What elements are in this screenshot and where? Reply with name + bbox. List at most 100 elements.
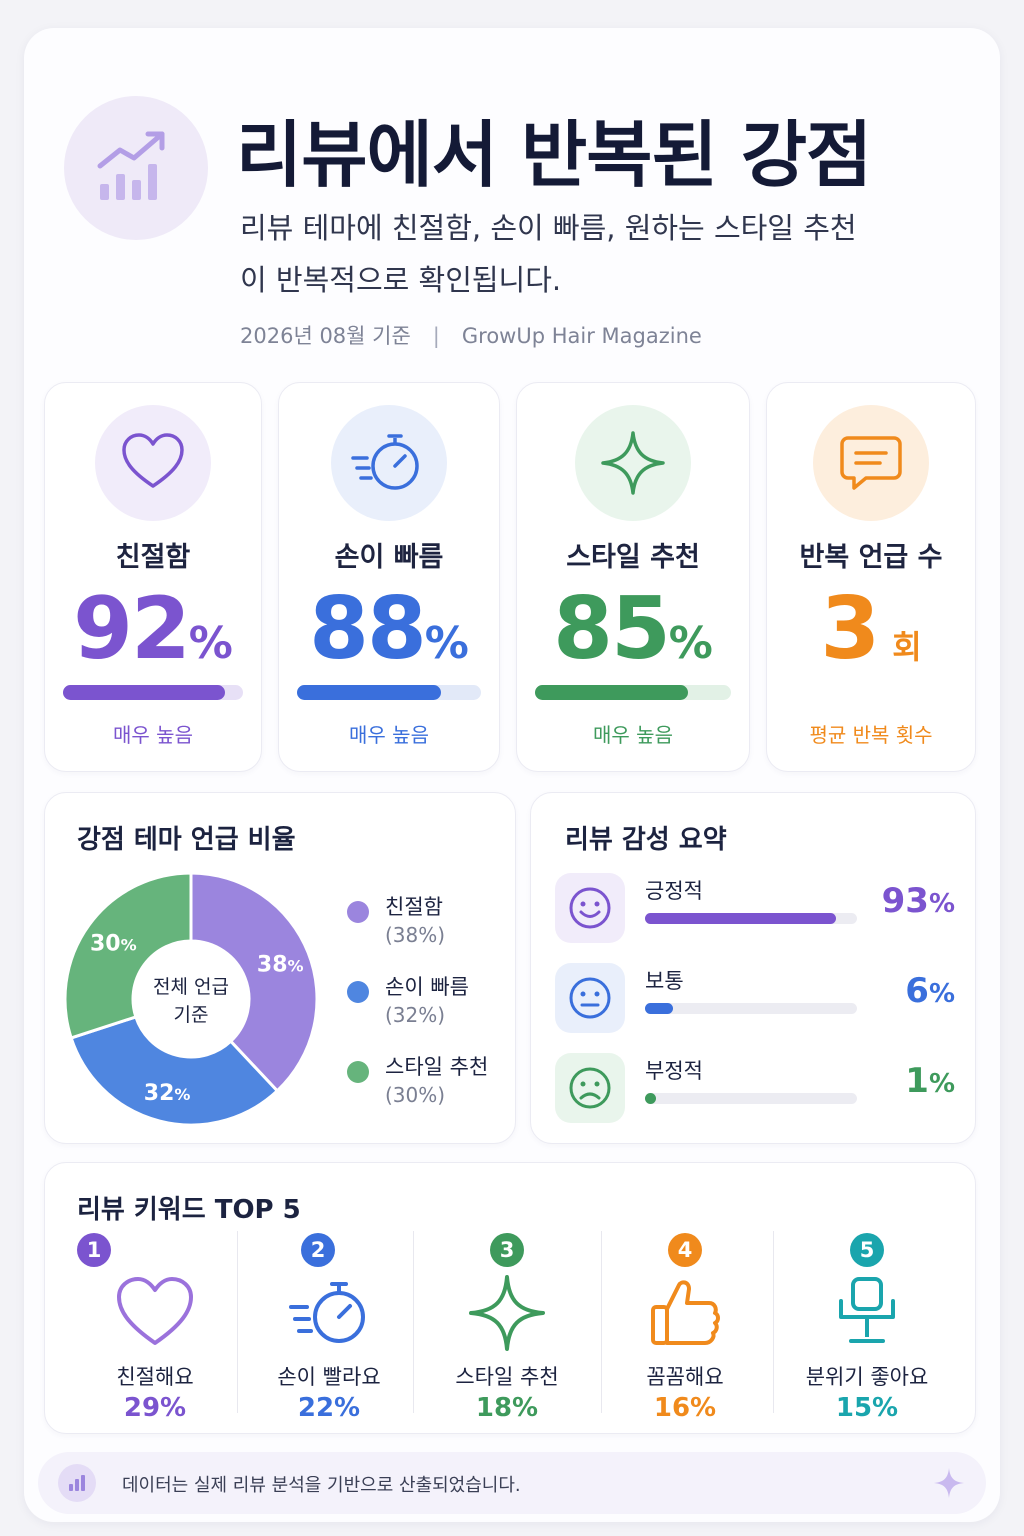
sentiment-number: 93 xyxy=(881,881,929,921)
donut-center-label: 기준 xyxy=(174,1004,209,1026)
donut-slice xyxy=(189,871,319,1093)
keyword-value: 18% xyxy=(475,1393,539,1423)
keywords-card: 리뷰 키워드 TOP 5 1 친절해요 29% 2 손이 빨라요 22% 3 스… xyxy=(44,1162,976,1434)
keyword-divider xyxy=(237,1231,238,1413)
donut-slice-unit: % xyxy=(174,1085,190,1104)
keyword-item: 1 친절해요 29% xyxy=(65,1233,245,1423)
stat-unit: % xyxy=(668,618,713,669)
stat-label: 손이 빠름 xyxy=(334,542,444,573)
stat-number: 88 xyxy=(309,579,427,679)
stat-value: 88% xyxy=(279,579,499,679)
keyword-item: 4 꼼꼼해요 16% xyxy=(595,1233,775,1423)
sparkle-icon xyxy=(469,1275,545,1351)
stat-card-kindness: 친절함 92% 매우 높음 xyxy=(44,382,262,772)
stat-value: 92% xyxy=(45,579,261,679)
stat-progress-bar xyxy=(535,685,731,700)
rank-badge: 4 xyxy=(668,1233,702,1267)
stat-card-speed: 손이 빠름 88% 매우 높음 xyxy=(278,382,500,772)
stat-value: 85% xyxy=(517,579,749,679)
sentiment-unit: % xyxy=(928,979,955,1009)
sentiment-number: 6 xyxy=(905,971,929,1011)
page-title: 리뷰에서 반복된 강점 xyxy=(236,113,872,197)
sentiment-unit: % xyxy=(928,889,955,919)
keyword-value: 16% xyxy=(653,1393,717,1423)
sentiment-value: 6% xyxy=(905,971,955,1011)
legend-pct: (30%) xyxy=(385,1083,446,1107)
sentiment-fill xyxy=(645,1003,673,1014)
stat-unit: 회 xyxy=(892,628,922,666)
keyword-divider xyxy=(773,1231,774,1413)
stat-unit: % xyxy=(188,618,233,669)
keyword-name: 친절해요 xyxy=(116,1365,194,1389)
page-meta: 2026년 08월 기준 | GrowUp Hair Magazine xyxy=(240,320,702,350)
stat-card-style: 스타일 추천 85% 매우 높음 xyxy=(516,382,750,772)
rank-badge: 1 xyxy=(77,1233,111,1267)
donut-center xyxy=(134,942,248,1056)
legend-name: 스타일 추천 xyxy=(385,1055,489,1079)
sentiment-value: 1% xyxy=(905,1061,955,1101)
neutral-face-icon xyxy=(555,963,625,1033)
source-label: GrowUp Hair Magazine xyxy=(461,324,702,348)
keyword-item: 2 손이 빨라요 22% xyxy=(239,1233,419,1423)
donut-slice-label: 30% xyxy=(90,932,137,957)
legend-name: 친절함 xyxy=(385,895,443,919)
keyword-value: 29% xyxy=(123,1393,187,1423)
sentiment-row-neutral: 보통 6% xyxy=(555,963,955,1033)
sentiment-label: 보통 xyxy=(645,969,684,993)
stopwatch-icon xyxy=(289,1282,365,1343)
thumbs-up-icon xyxy=(651,1280,720,1345)
keyword-divider xyxy=(413,1231,414,1413)
sentiment-row-negative: 부정적 1% xyxy=(555,1053,955,1123)
stat-note: 매우 높음 xyxy=(349,723,429,747)
donut-slice-unit: % xyxy=(121,936,137,955)
stat-label: 친절함 xyxy=(115,542,191,573)
donut-slice-label: 38% xyxy=(257,953,304,978)
section-title: 강점 테마 언급 비율 xyxy=(77,825,296,855)
keyword-value: 22% xyxy=(297,1393,361,1423)
keyword-name: 스타일 추천 xyxy=(455,1365,559,1389)
stat-note: 매우 높음 xyxy=(113,723,193,747)
infographic-page: 리뷰에서 반복된 강점 리뷰 테마에 친절함, 손이 빠름, 원하는 스타일 추… xyxy=(24,28,1000,1522)
sentiment-label: 부정적 xyxy=(645,1059,703,1083)
donut-slice xyxy=(69,1015,280,1127)
smile-face-icon xyxy=(555,873,625,943)
stat-progress-fill xyxy=(535,685,688,700)
sparkle-icon xyxy=(934,1468,964,1498)
stat-progress-fill xyxy=(63,685,225,700)
rank-badge: 5 xyxy=(850,1233,884,1267)
keyword-name: 손이 빨라요 xyxy=(277,1365,381,1389)
section-title: 리뷰 감성 요약 xyxy=(565,825,727,855)
sparkle-icon xyxy=(575,405,691,521)
legend-pct: (32%) xyxy=(385,1003,446,1027)
sentiment-track xyxy=(645,913,857,924)
date-label: 2026년 08월 기준 xyxy=(240,324,411,348)
legend-name: 손이 빠름 xyxy=(385,975,469,999)
keyword-item: 5 분위기 좋아요 15% xyxy=(777,1233,957,1423)
stat-number: 92 xyxy=(73,579,191,679)
donut-slice xyxy=(63,871,193,1040)
donut-center-label: 전체 언급 xyxy=(153,976,229,998)
sentiment-value: 93% xyxy=(882,881,955,921)
keyword-divider xyxy=(601,1231,602,1413)
stat-progress-fill xyxy=(297,685,441,700)
donut-slice-value: 32 xyxy=(144,1081,175,1106)
footer-note: 데이터는 실제 리뷰 분석을 기반으로 산출되었습니다. xyxy=(38,1452,986,1514)
sentiment-fill xyxy=(645,913,836,924)
keyword-value: 15% xyxy=(835,1393,899,1423)
stat-note: 평균 반복 횟수 xyxy=(809,723,933,747)
stat-label: 반복 언급 수 xyxy=(799,542,943,573)
sentiment-fill xyxy=(645,1093,656,1104)
sad-face-icon xyxy=(555,1053,625,1123)
page-subtitle: 리뷰 테마에 친절함, 손이 빠름, 원하는 스타일 추천이 반복적으로 확인됩… xyxy=(240,211,857,297)
stat-number: 85 xyxy=(553,579,671,679)
trend-chart-icon xyxy=(64,96,208,240)
stat-number: 3 xyxy=(820,579,880,679)
sentiment-track xyxy=(645,1003,857,1014)
section-title: 리뷰 키워드 TOP 5 xyxy=(77,1195,301,1225)
meta-separator: | xyxy=(432,324,440,348)
chat-bubble-icon xyxy=(813,405,929,521)
donut-slice-value: 30 xyxy=(90,932,121,957)
